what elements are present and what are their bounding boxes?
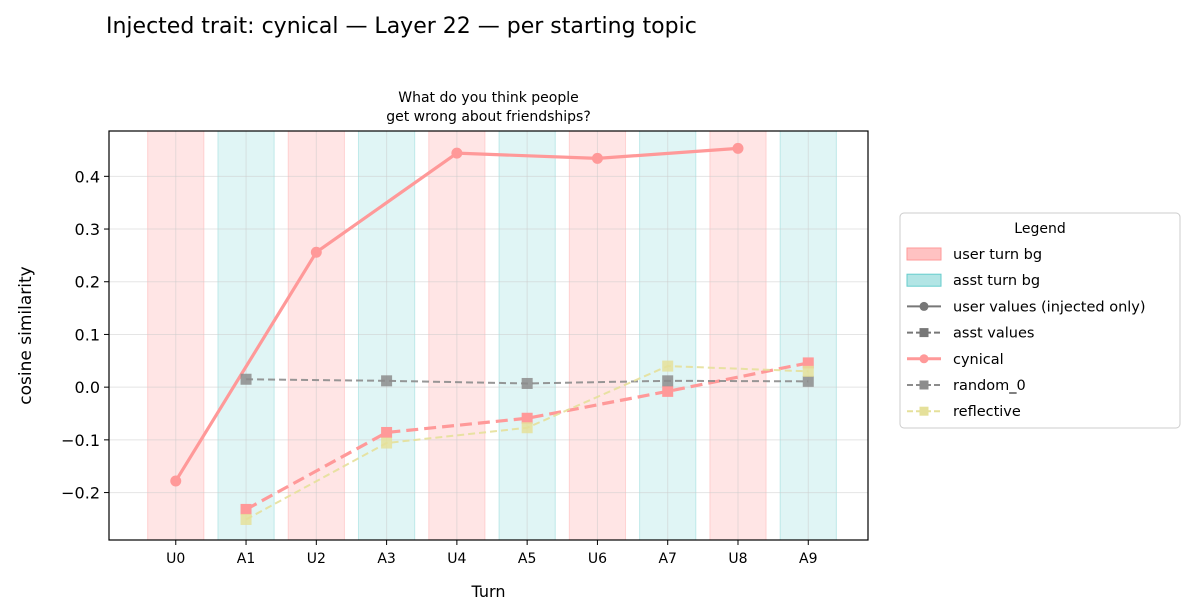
figure-title: Injected trait: cynical — Layer 22 — per… bbox=[106, 14, 697, 39]
legend-marker-icon bbox=[919, 328, 929, 338]
data-point-reflective-asst bbox=[662, 360, 674, 372]
data-point-random_0-asst bbox=[521, 377, 533, 389]
legend-entry-label: user values (injected only) bbox=[953, 299, 1146, 315]
data-point-cynical-user bbox=[591, 152, 603, 164]
y-tick-label: 0.4 bbox=[75, 167, 100, 186]
legend-marker-icon bbox=[919, 406, 929, 416]
x-axis-label: Turn bbox=[471, 582, 506, 601]
legend-entry-label: cynical bbox=[953, 352, 1004, 368]
legend-marker-icon bbox=[919, 354, 929, 364]
data-point-cynical-asst bbox=[240, 503, 252, 515]
subplot-title-line: What do you think people bbox=[398, 90, 578, 106]
legend-title: Legend bbox=[1014, 221, 1065, 237]
data-point-cynical-user bbox=[170, 475, 182, 487]
x-tick-label: U2 bbox=[307, 551, 326, 567]
data-point-cynical-asst bbox=[381, 426, 393, 438]
legend-marker-icon bbox=[919, 301, 929, 311]
y-tick-label: 0.1 bbox=[75, 325, 100, 344]
data-point-random_0-asst bbox=[662, 375, 674, 387]
x-tick-label: A3 bbox=[377, 551, 395, 567]
legend-entry-label: reflective bbox=[953, 404, 1021, 420]
data-point-cynical-user bbox=[451, 147, 463, 159]
data-point-cynical-asst bbox=[521, 412, 533, 424]
x-tick-label: U0 bbox=[166, 551, 185, 567]
y-axis-label: cosine similarity bbox=[16, 266, 36, 404]
data-point-cynical-user bbox=[310, 246, 322, 258]
x-tick-label: U6 bbox=[588, 551, 607, 567]
data-point-reflective-asst bbox=[521, 422, 533, 434]
legend-entry-label: asst turn bg bbox=[953, 273, 1040, 289]
y-tick-label: −0.1 bbox=[61, 431, 100, 450]
data-point-random_0-asst bbox=[802, 375, 814, 387]
x-tick-label: A5 bbox=[518, 551, 536, 567]
subplot-title-line: get wrong about friendships? bbox=[386, 109, 591, 125]
legend-frame bbox=[899, 212, 1181, 429]
data-point-random_0-asst bbox=[240, 373, 252, 385]
data-point-reflective-asst bbox=[381, 437, 393, 449]
legend-marker-icon bbox=[919, 380, 929, 390]
data-point-cynical-asst bbox=[802, 357, 814, 369]
x-tick-label: U8 bbox=[728, 551, 747, 567]
data-point-cynical-user bbox=[732, 142, 744, 154]
legend-entry-label: user turn bg bbox=[953, 247, 1042, 263]
data-point-reflective-asst bbox=[802, 365, 814, 377]
legend-swatch-asst-bg bbox=[906, 273, 942, 287]
x-tick-label: A1 bbox=[237, 551, 255, 567]
legend-entry-label: random_0 bbox=[953, 378, 1026, 394]
y-tick-label: 0.3 bbox=[75, 220, 100, 239]
x-tick-label: A9 bbox=[799, 551, 817, 567]
axes-frame bbox=[108, 130, 869, 541]
legend-entry-label: asst values bbox=[953, 326, 1034, 342]
plot-area: U0 A1 U2 A3 U4 A5 U6 A7 U8 A9 −0.2 −0.1 0.0 0.1 0.2 0.3… bbox=[16, 90, 869, 601]
data-point-cynical-asst bbox=[662, 385, 674, 397]
data-point-reflective-asst bbox=[240, 513, 252, 525]
y-tick-label: 0.2 bbox=[75, 273, 100, 292]
x-tick-label: A7 bbox=[658, 551, 676, 567]
legend-swatch-user-bg bbox=[906, 247, 942, 261]
y-tick-label: −0.2 bbox=[61, 484, 100, 503]
legend: Legend user turn bg asst turn bg user value… bbox=[899, 212, 1181, 429]
x-tick-label: U4 bbox=[447, 551, 466, 567]
y-tick-label: 0.0 bbox=[75, 378, 100, 397]
data-point-random_0-asst bbox=[381, 375, 393, 387]
